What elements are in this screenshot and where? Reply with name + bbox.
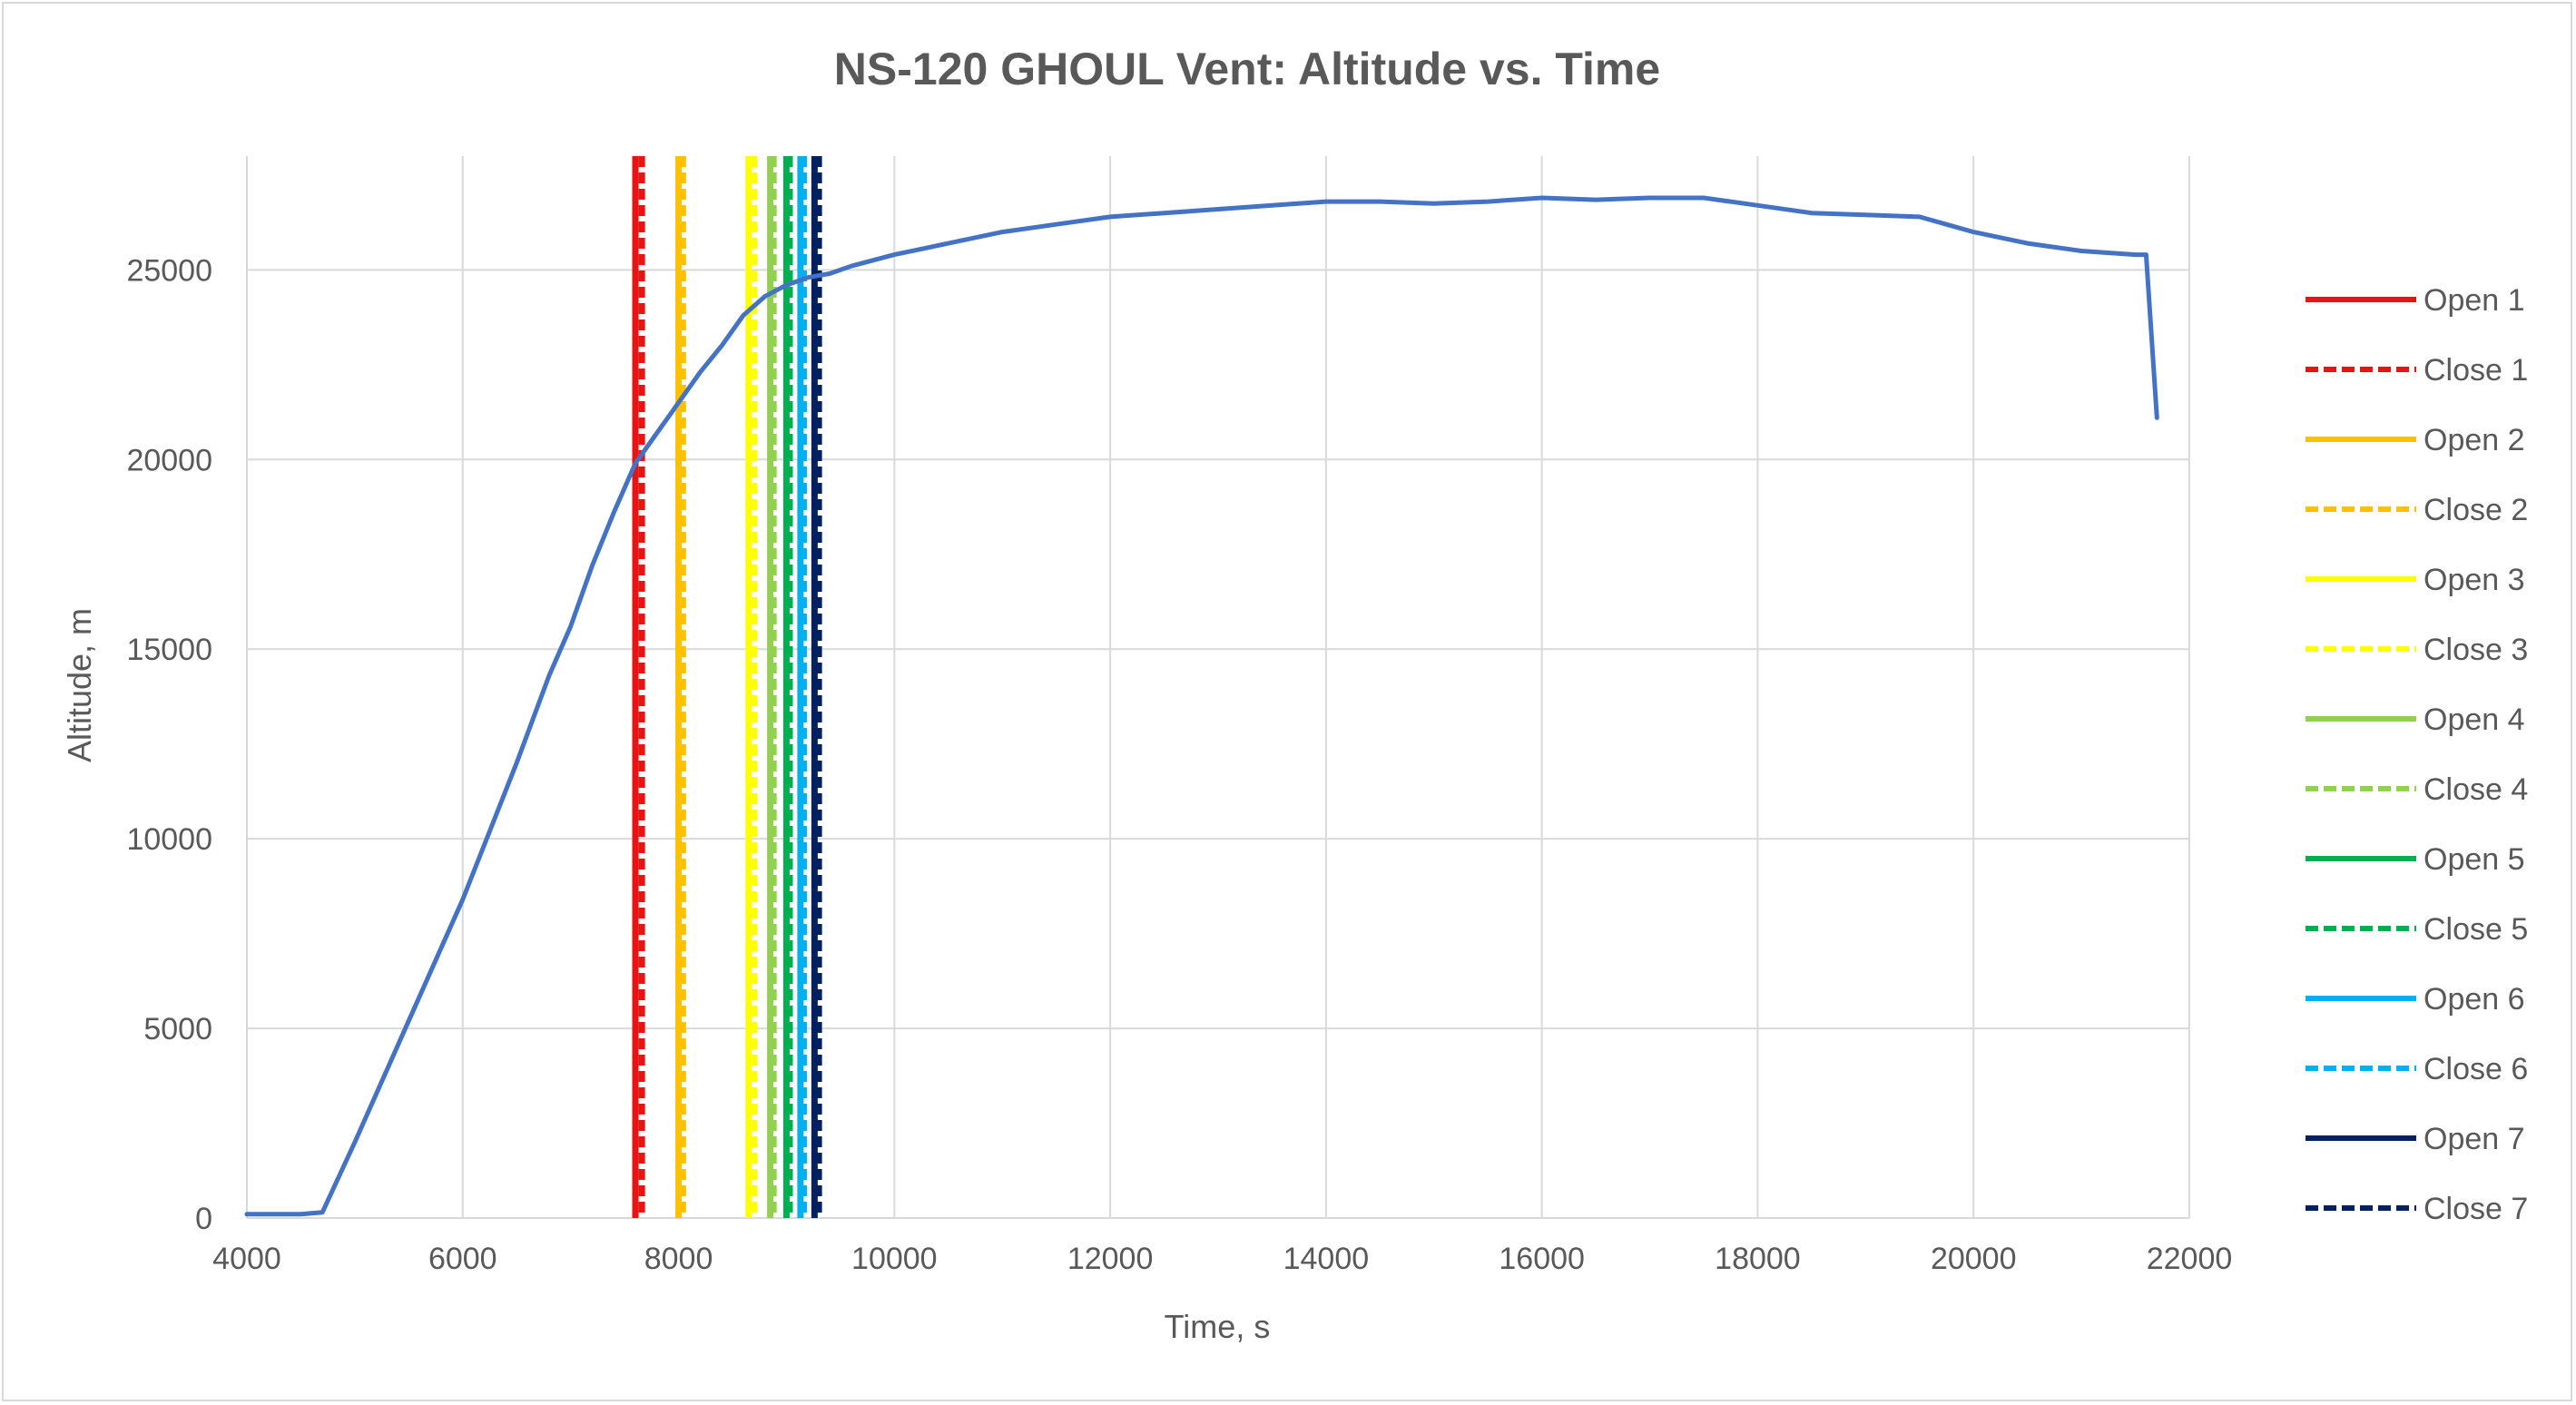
legend: Open 1 Close 1 Open 2 Close 2 Open 3 Close 3 O…: [2306, 283, 2528, 1226]
y-tick-label: 0: [195, 1202, 212, 1236]
x-tick-label: 22000: [2147, 1242, 2233, 1276]
grid-lines: [246, 156, 2190, 1219]
legend-label: Open 1: [2424, 283, 2525, 318]
x-tick-label: 10000: [851, 1242, 938, 1276]
legend-label: Open 6: [2424, 982, 2525, 1017]
x-tick-label: 8000: [644, 1242, 713, 1276]
legend-label: Close 3: [2424, 633, 2528, 667]
legend-label: Close 2: [2424, 493, 2528, 527]
y-tick-label: 10000: [126, 822, 212, 857]
y-tick-labels: 0 5000 10000 15000 20000 25000: [126, 253, 212, 1236]
x-tick-label: 14000: [1283, 1242, 1370, 1276]
y-tick-label: 15000: [126, 633, 212, 667]
altitude-series-line: [244, 195, 2159, 1217]
legend-label: Close 7: [2424, 1192, 2528, 1226]
y-tick-label: 5000: [143, 1012, 212, 1046]
y-tick-label: 25000: [126, 253, 212, 288]
series-group: [244, 195, 2159, 1217]
legend-label: Close 5: [2424, 912, 2528, 947]
legend-label: Open 4: [2424, 702, 2525, 737]
x-tick-label: 12000: [1067, 1242, 1154, 1276]
x-tick-label: 16000: [1499, 1242, 1585, 1276]
x-axis-label: Time, s: [1165, 1308, 1271, 1345]
legend-label: Close 4: [2424, 772, 2528, 807]
legend-label: Close 6: [2424, 1052, 2528, 1086]
legend-label: Close 1: [2424, 353, 2528, 388]
vent-event-lines: [632, 156, 822, 1218]
legend-label: Open 5: [2424, 842, 2525, 877]
y-tick-label: 20000: [126, 443, 212, 477]
x-tick-label: 4000: [212, 1242, 281, 1276]
legend-label: Open 7: [2424, 1122, 2525, 1156]
x-tick-label: 6000: [428, 1242, 497, 1276]
legend-label: Open 3: [2424, 563, 2525, 597]
x-tick-labels: 4000 6000 8000 10000 12000 14000 16000 18000 200…: [212, 1242, 2232, 1276]
y-axis-label: Altitude, m: [61, 608, 98, 762]
x-tick-label: 18000: [1715, 1242, 1801, 1276]
legend-label: Open 2: [2424, 423, 2525, 457]
x-tick-label: 20000: [1931, 1242, 2017, 1276]
chart-title: NS-120 GHOUL Vent: Altitude vs. Time: [834, 44, 1660, 94]
